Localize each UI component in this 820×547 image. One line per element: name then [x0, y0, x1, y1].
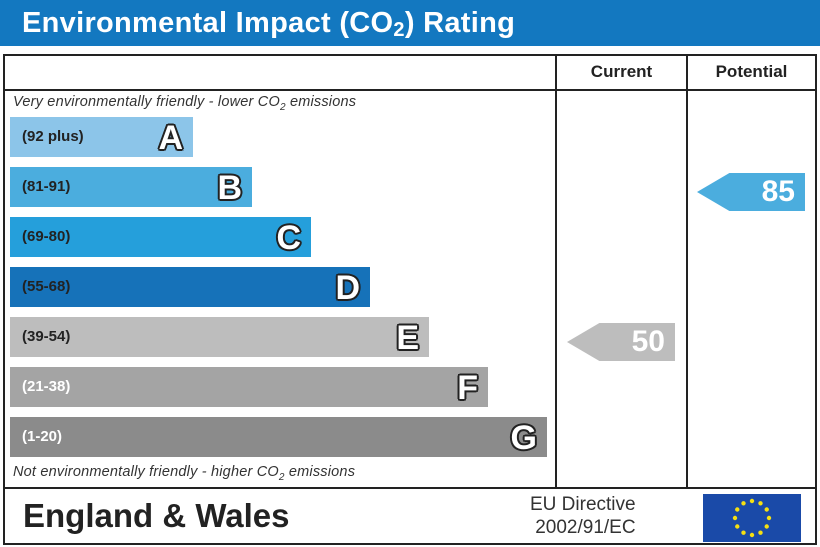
- eu-directive: EU Directive 2002/91/EC: [530, 494, 636, 538]
- divider: [5, 89, 815, 91]
- star-icon: [735, 507, 740, 512]
- band-range: (21-38): [22, 378, 71, 395]
- star-icon: [732, 515, 738, 521]
- band-range: (81-91): [22, 178, 71, 195]
- band-f: (21-38) F: [10, 367, 488, 407]
- star-icon: [741, 530, 746, 535]
- current-rating-value: 50: [631, 325, 665, 358]
- band-e: (39-54) E: [10, 317, 429, 357]
- star-icon: [764, 507, 769, 512]
- band-g: (1-20) G: [10, 417, 547, 457]
- star-icon: [766, 515, 772, 521]
- divider: [555, 56, 557, 489]
- band-letter: B: [217, 169, 242, 207]
- title-text: Environmental Impact (CO: [22, 7, 394, 39]
- band-d: (55-68) D: [10, 267, 370, 307]
- band-letter: C: [276, 219, 301, 257]
- star-icon: [758, 501, 763, 506]
- band-range: (55-68): [22, 278, 71, 295]
- band-a: (92 plus) A: [10, 117, 193, 157]
- band-letter: E: [396, 319, 419, 357]
- band-range: (39-54): [22, 328, 71, 345]
- divider: [686, 56, 688, 489]
- band-letter: G: [510, 419, 537, 457]
- star-icon: [764, 524, 769, 529]
- star-icon: [749, 532, 755, 538]
- star-icon: [735, 524, 740, 529]
- column-header-current: Current: [590, 62, 653, 81]
- band-letter: D: [335, 269, 360, 307]
- band-b: (81-91) B: [10, 167, 252, 207]
- star-icon: [741, 501, 746, 506]
- star-icon: [758, 530, 763, 535]
- band-letter: A: [158, 119, 183, 157]
- band-range: (69-80): [22, 228, 71, 245]
- top-note: Very environmentally friendly - lower CO…: [13, 94, 357, 113]
- eu-flag-icon: [703, 494, 801, 542]
- divider: [5, 487, 815, 489]
- band-letter: F: [457, 369, 478, 407]
- potential-rating-arrow: 85: [697, 173, 805, 211]
- star-icon: [749, 498, 755, 504]
- band-range: (1-20): [22, 428, 63, 445]
- column-header-potential: Potential: [715, 62, 788, 81]
- band-range: (92 plus): [22, 128, 84, 145]
- region-label: England & Wales: [23, 497, 290, 534]
- title-text-end: ) Rating: [404, 7, 516, 39]
- title-subscript: 2: [393, 19, 405, 41]
- rating-table: Current Potential Very environmentally f…: [3, 54, 817, 545]
- band-c: (69-80) C: [10, 217, 311, 257]
- current-rating-arrow: 50: [567, 323, 675, 361]
- potential-rating-value: 85: [761, 175, 795, 208]
- bottom-note: Not environmentally friendly - higher CO…: [13, 464, 356, 483]
- chart-title: Environmental Impact (CO2) Rating: [0, 0, 820, 46]
